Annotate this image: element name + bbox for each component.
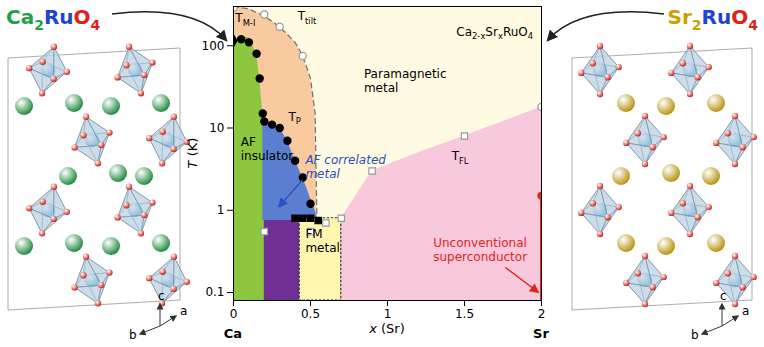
svg-text:Ttilt: Ttilt bbox=[297, 9, 317, 25]
svg-text:Ca2RuO4: Ca2RuO4 bbox=[6, 5, 101, 33]
svg-text:TFL: TFL bbox=[451, 149, 469, 165]
svg-text:0: 0 bbox=[230, 307, 238, 321]
svg-text:10: 10 bbox=[209, 121, 224, 135]
svg-text:2: 2 bbox=[538, 307, 546, 321]
svg-text:c: c bbox=[720, 289, 727, 303]
svg-text:AF: AF bbox=[241, 135, 256, 149]
svg-text:Ca2-xSrxRuO4: Ca2-xSrxRuO4 bbox=[456, 25, 533, 41]
svg-text:b: b bbox=[691, 328, 699, 342]
svg-text:metal: metal bbox=[305, 241, 339, 255]
svg-text:FM: FM bbox=[305, 227, 322, 241]
svg-text:Sr: Sr bbox=[533, 326, 549, 341]
svg-text:a: a bbox=[180, 304, 187, 318]
svg-text:1: 1 bbox=[384, 307, 392, 321]
svg-text:TM-I: TM-I bbox=[234, 11, 255, 27]
svg-text:c: c bbox=[158, 289, 165, 303]
svg-text:Unconventional: Unconventional bbox=[433, 236, 527, 250]
svg-text:x (Sr): x (Sr) bbox=[368, 321, 405, 336]
svg-text:Paramagnetic: Paramagnetic bbox=[364, 67, 447, 81]
svg-text:insulator: insulator bbox=[241, 149, 294, 163]
svg-text:AF correlated: AF correlated bbox=[304, 153, 386, 167]
svg-text:0.5: 0.5 bbox=[301, 307, 320, 321]
svg-text:Ca: Ca bbox=[224, 326, 242, 341]
svg-text:metal: metal bbox=[305, 167, 340, 181]
svg-text:T (K): T (K) bbox=[185, 138, 200, 169]
svg-text:metal: metal bbox=[364, 81, 398, 95]
svg-text:TP: TP bbox=[287, 110, 300, 126]
svg-text:1.5: 1.5 bbox=[455, 307, 474, 321]
svg-text:100: 100 bbox=[202, 39, 225, 53]
svg-text:b: b bbox=[129, 328, 137, 342]
svg-text:superconductor: superconductor bbox=[433, 250, 527, 264]
svg-text:1: 1 bbox=[217, 203, 225, 217]
svg-text:0.1: 0.1 bbox=[205, 285, 224, 299]
svg-text:a: a bbox=[742, 304, 749, 318]
svg-text:Sr2RuO4: Sr2RuO4 bbox=[668, 5, 759, 33]
